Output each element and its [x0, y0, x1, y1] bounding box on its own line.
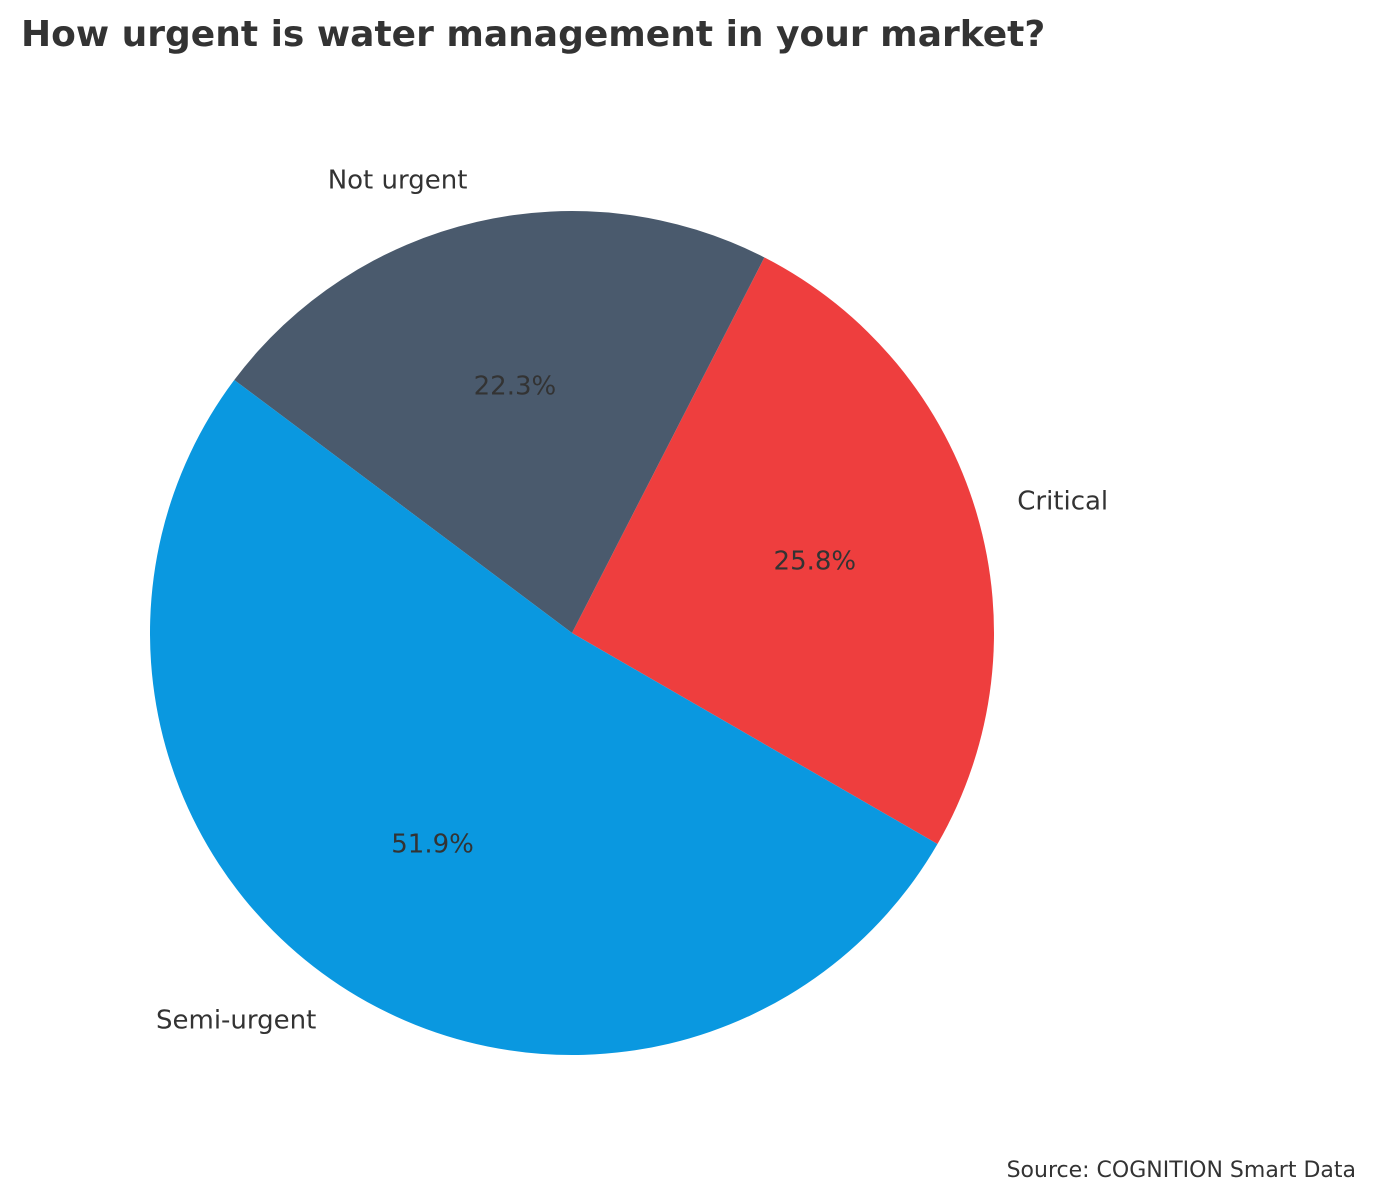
pie-slice-semi-urgent: [149, 379, 938, 1056]
pie-category-label-semi-urgent: Semi-urgent: [156, 1005, 316, 1035]
pie-slice-critical: [572, 257, 994, 844]
pie-category-label-not-urgent: Not urgent: [328, 166, 468, 196]
pie-value-label-critical: 25.8%: [774, 546, 857, 576]
pie-slice-not-urgent: [234, 210, 765, 633]
pie-value-label-not-urgent: 22.3%: [474, 371, 557, 401]
pie-category-label-critical: Critical: [1017, 487, 1108, 517]
chart-title: How urgent is water management in your m…: [21, 14, 1046, 55]
pie-value-label-semi-urgent: 51.9%: [391, 829, 474, 859]
source-note: Source: COGNITION Smart Data: [1006, 1158, 1356, 1183]
